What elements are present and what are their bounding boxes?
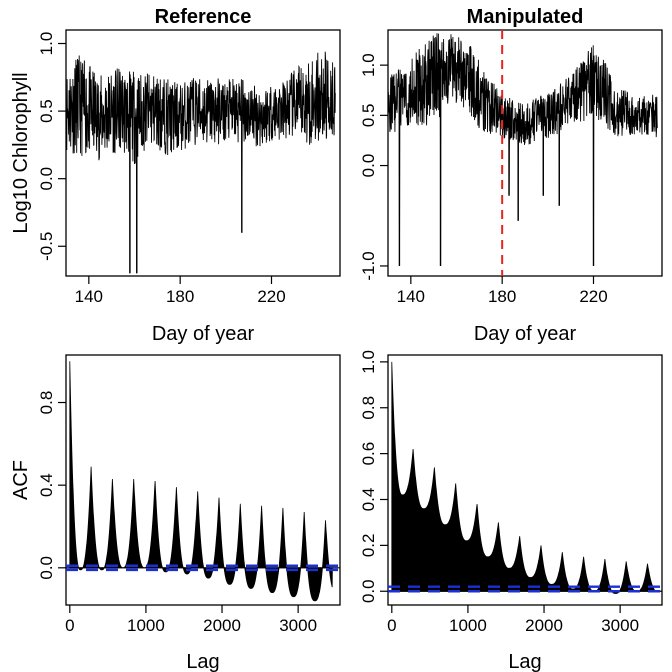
- y-tick-label: 0.0: [359, 579, 378, 603]
- x-tick-label: 0: [65, 616, 74, 635]
- x-tick-label: 220: [257, 287, 285, 306]
- y-tick-label: -1.0: [359, 251, 378, 280]
- y-tick-label: 0.0: [37, 556, 56, 580]
- y-tick-label: 0.5: [359, 104, 378, 128]
- x-tick-label: 180: [488, 287, 516, 306]
- y-tick-label: 0.4: [37, 473, 56, 497]
- y-axis-label: Log10 Chlorophyll: [10, 72, 32, 233]
- x-axis-label: Day of year: [152, 323, 255, 345]
- x-tick-label: 140: [75, 287, 103, 306]
- y-tick-label: 0.6: [359, 442, 378, 466]
- series-line: [65, 51, 336, 274]
- y-tick-label: 0.8: [359, 396, 378, 420]
- y-tick-label: 0.4: [359, 488, 378, 512]
- panel-acf-manipulated: Lag 0 1000 2000 3000 0.0 0.2 0.4 0.6 0.8 1.0: [359, 350, 663, 672]
- x-axis-label: Day of year: [474, 323, 577, 345]
- panel-title: Reference: [155, 6, 252, 28]
- y-tick-label: 0.8: [37, 391, 56, 415]
- x-tick-label: 2000: [203, 616, 241, 635]
- x-tick-label: 1000: [127, 616, 165, 635]
- plot-frame: [387, 354, 663, 606]
- plot-frame: [387, 29, 663, 277]
- x-tick-label: 2000: [525, 616, 563, 635]
- x-tick-label: 3000: [601, 616, 639, 635]
- x-axis-label: Lag: [186, 651, 219, 672]
- x-tick-label: 220: [579, 287, 607, 306]
- panel-manipulated: Manipulated Day of year 140 180 220 -1.0 0.…: [359, 6, 663, 345]
- x-tick-label: 140: [397, 287, 425, 306]
- x-tick-label: 180: [166, 287, 194, 306]
- panel-acf-reference: Lag ACF 0 1000 2000 3000 0.0 0.4 0.8: [10, 354, 341, 672]
- y-tick-label: 0.0: [359, 154, 378, 178]
- y-tick-label: 1.0: [359, 53, 378, 77]
- series-line: [387, 33, 658, 267]
- acf-area: [69, 361, 333, 602]
- y-tick-label: 0.5: [37, 99, 56, 123]
- y-tick-label: 0.0: [37, 167, 56, 191]
- y-tick-label: 1.0: [359, 350, 378, 374]
- x-tick-label: 0: [387, 616, 396, 635]
- acf-area: [391, 361, 655, 594]
- y-tick-label: -0.5: [37, 232, 56, 261]
- plot-frame: [65, 354, 341, 606]
- panel-title: Manipulated: [467, 6, 584, 28]
- panel-reference: Reference Day of year Log10 Chlorophyll …: [10, 6, 341, 345]
- y-axis-label: ACF: [10, 460, 32, 500]
- x-tick-label: 3000: [279, 616, 317, 635]
- x-tick-label: 1000: [449, 616, 487, 635]
- y-tick-label: 1.0: [37, 32, 56, 56]
- y-tick-label: 0.2: [359, 534, 378, 558]
- x-axis-label: Lag: [508, 651, 541, 672]
